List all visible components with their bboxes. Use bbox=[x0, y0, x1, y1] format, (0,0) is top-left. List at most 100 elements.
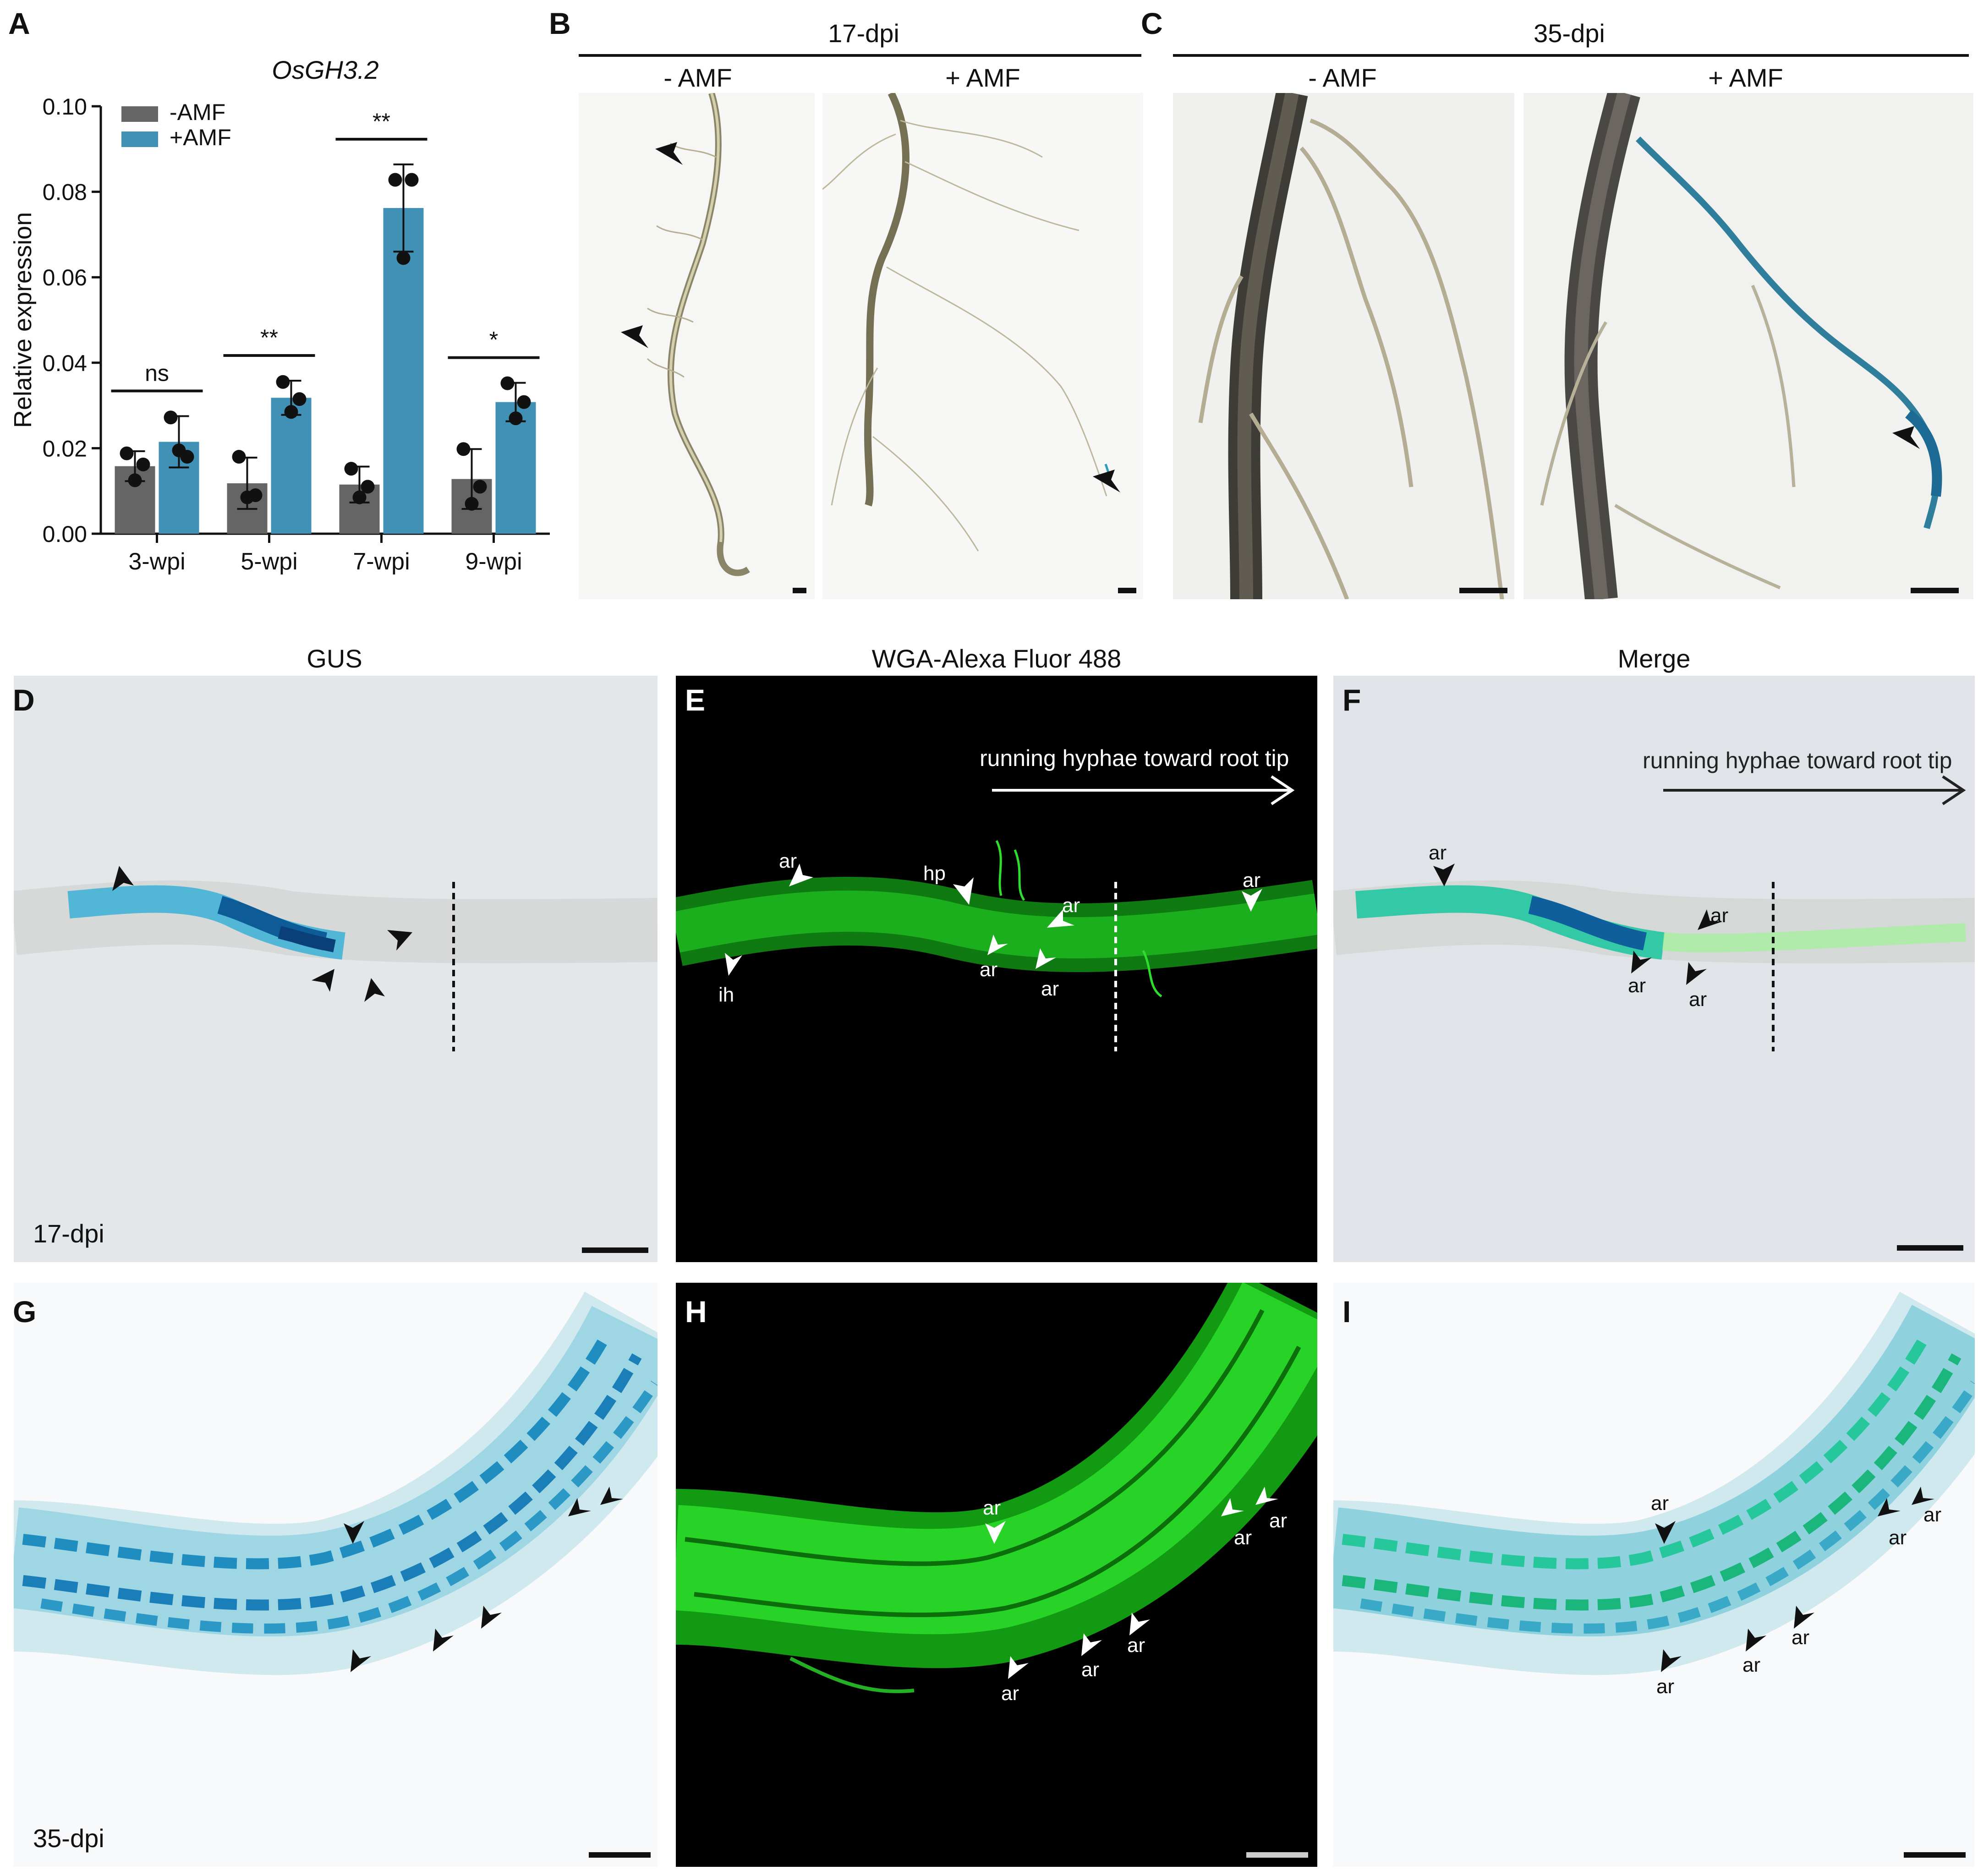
y-axis-label: Relative expression bbox=[9, 212, 37, 428]
panel-label-c: C bbox=[1141, 6, 1163, 40]
i-ar-label: ar bbox=[1792, 1626, 1810, 1649]
y-tick-label: 0.08 bbox=[43, 180, 87, 205]
arrowhead-icon bbox=[987, 935, 1008, 955]
i-ar-label: ar bbox=[1651, 1492, 1669, 1515]
d-timepoint-label: 17-dpi bbox=[33, 1219, 104, 1248]
bar-pos-amf bbox=[271, 398, 312, 534]
data-point bbox=[136, 457, 150, 471]
arrowhead-icon bbox=[600, 1487, 623, 1505]
c-timepoint-header: 35-dpi bbox=[1534, 19, 1605, 48]
significance-label: ns bbox=[145, 360, 169, 386]
arrowhead-icon bbox=[1047, 909, 1074, 928]
g-scale-bar bbox=[589, 1852, 651, 1858]
f-scale-bar bbox=[1897, 1245, 1963, 1251]
i-merge-35dpi-photo bbox=[1333, 1283, 1975, 1867]
data-point bbox=[517, 395, 531, 409]
panel-label-i: I bbox=[1342, 1295, 1351, 1329]
data-point bbox=[292, 392, 307, 406]
bar-chart-osgh3-2: OsGH3.2 Relative expression 0.00 0.02 0.04 0.… bbox=[9, 55, 550, 575]
c-root-plus-amf-photo bbox=[1523, 93, 1973, 599]
arrowhead-icon bbox=[387, 930, 412, 951]
legend-swatch bbox=[121, 106, 158, 122]
arrowhead-icon bbox=[1631, 951, 1652, 974]
h-ar-label: ar bbox=[1269, 1510, 1288, 1532]
arrowhead-icon bbox=[1794, 1606, 1814, 1629]
data-point bbox=[276, 375, 290, 389]
x-tick-label: 3-wpi bbox=[128, 548, 185, 575]
data-point bbox=[509, 411, 523, 426]
e-hp-label: hp bbox=[923, 862, 946, 885]
arrowhead-icon bbox=[1081, 1633, 1102, 1656]
d-scale-bar bbox=[582, 1247, 648, 1253]
significance-label: ** bbox=[373, 109, 390, 134]
data-point bbox=[232, 450, 246, 464]
y-tick-label: 0.10 bbox=[43, 94, 87, 120]
e-ar-label: ar bbox=[1041, 978, 1059, 1000]
i-ar-label: ar bbox=[1889, 1526, 1907, 1549]
data-point bbox=[388, 173, 402, 187]
e-wga-17dpi-photo bbox=[676, 676, 1317, 1262]
arrowhead-icon bbox=[1892, 426, 1920, 449]
c-header-rule bbox=[1173, 54, 1969, 57]
arrowhead-icon bbox=[1661, 1649, 1682, 1672]
x-tick-label: 5-wpi bbox=[241, 548, 297, 575]
data-point bbox=[500, 376, 515, 390]
b-left-scale-bar bbox=[793, 588, 806, 593]
arrowhead-icon bbox=[1698, 909, 1722, 930]
h-ar-label: ar bbox=[983, 1497, 1001, 1519]
data-point bbox=[344, 462, 358, 476]
f-ar-label: ar bbox=[1628, 974, 1646, 997]
x-tick-label: 9-wpi bbox=[465, 548, 522, 575]
arrowhead-icon bbox=[344, 1521, 364, 1544]
y-tick-label: 0.06 bbox=[43, 265, 87, 290]
f-ar-label: ar bbox=[1689, 988, 1707, 1011]
arrowhead-icon bbox=[1433, 864, 1455, 886]
c-right-scale-bar bbox=[1911, 588, 1959, 593]
x-tick-label: 7-wpi bbox=[353, 548, 410, 575]
arrowhead-icon bbox=[789, 864, 813, 886]
panel-label-d: D bbox=[13, 683, 35, 717]
data-point bbox=[465, 497, 479, 511]
wga-column-header: WGA-Alexa Fluor 488 bbox=[871, 644, 1122, 673]
data-point bbox=[405, 173, 419, 187]
significance-label: * bbox=[489, 327, 498, 353]
b-minus-amf-label: - AMF bbox=[663, 63, 732, 92]
data-point bbox=[352, 490, 367, 504]
panel-label-h: H bbox=[685, 1295, 707, 1329]
panel-label-b: B bbox=[549, 6, 571, 40]
e-ih-label: ih bbox=[718, 984, 734, 1006]
arrowhead-icon bbox=[1093, 470, 1120, 492]
b-right-scale-bar bbox=[1118, 588, 1136, 593]
e-ar-label: ar bbox=[779, 850, 797, 872]
c-minus-amf-label: - AMF bbox=[1308, 63, 1377, 92]
h-wga-35dpi-photo bbox=[676, 1283, 1317, 1867]
data-point bbox=[172, 443, 186, 458]
significance-label: ** bbox=[260, 325, 278, 350]
i-scale-bar bbox=[1904, 1852, 1966, 1858]
b-plus-amf-label: + AMF bbox=[945, 63, 1020, 92]
g-gus-35dpi-photo bbox=[14, 1283, 658, 1867]
panel-label-a: A bbox=[8, 6, 30, 40]
arrowhead-icon bbox=[655, 142, 683, 165]
b-timepoint-header: 17-dpi bbox=[828, 19, 899, 48]
arrowhead-icon bbox=[481, 1606, 502, 1629]
legend-label: +AMF bbox=[170, 125, 231, 150]
panel-label-g: G bbox=[13, 1295, 37, 1329]
h-scale-bar bbox=[1246, 1852, 1308, 1858]
chart-title: OsGH3.2 bbox=[272, 55, 378, 84]
f-ar-label: ar bbox=[1429, 842, 1447, 864]
data-point bbox=[456, 442, 471, 456]
arrowhead-icon bbox=[1746, 1629, 1766, 1652]
arrowhead-icon bbox=[1221, 1498, 1244, 1516]
b-header-rule bbox=[579, 54, 1141, 57]
e-running-hyphae-label: running hyphae toward root tip bbox=[980, 745, 1289, 771]
e-ar-label: ar bbox=[1062, 894, 1080, 917]
arrowhead-icon bbox=[1686, 962, 1707, 985]
arrowhead-icon bbox=[1255, 1487, 1278, 1505]
data-point bbox=[396, 251, 411, 265]
i-ar-label: ar bbox=[1656, 1675, 1675, 1698]
y-tick-label: 0.04 bbox=[43, 350, 87, 376]
arrowhead-icon bbox=[1242, 889, 1262, 912]
arrowhead-icon bbox=[1008, 1656, 1029, 1679]
